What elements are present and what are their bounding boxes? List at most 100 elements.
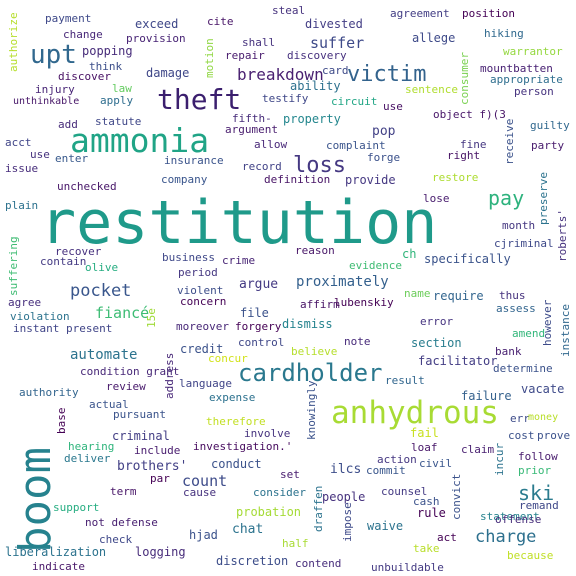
word-support: support (53, 501, 100, 514)
word-hearing: hearing (68, 440, 115, 453)
word-thus: thus (499, 289, 526, 302)
word-statement: statement (480, 510, 540, 523)
word-criminal: criminal (112, 429, 170, 443)
word-upt: upt (30, 40, 77, 70)
word-think: think (89, 60, 123, 73)
word-exceed: exceed (135, 17, 179, 31)
word-determine: determine (493, 362, 553, 375)
word-control: control (238, 336, 285, 349)
word-address: address (163, 352, 176, 399)
word-agreement: agreement (390, 7, 450, 20)
word-section: section (411, 336, 462, 350)
word-proximately: proximately (296, 274, 389, 290)
word-cause: cause (183, 486, 217, 499)
word-term: term (110, 485, 137, 498)
word-pursuant: pursuant (113, 408, 166, 421)
word-anhydrous: anhydrous (331, 395, 499, 431)
word-cjriminal: cjriminal (494, 237, 554, 250)
word-record: record (242, 160, 282, 173)
word-loss: loss (293, 153, 346, 178)
word-cite: cite (207, 15, 234, 28)
word-provision: provision (126, 32, 186, 45)
word-testify: testify (262, 92, 309, 105)
word-steal: steal (272, 4, 306, 17)
word-expense: expense (209, 391, 256, 404)
word-damage: damage (146, 66, 190, 80)
word-allow: allow (254, 138, 288, 151)
word-lose: lose (423, 192, 450, 205)
word-amend: amend (512, 327, 546, 340)
word-consider: consider (253, 486, 306, 499)
word-theft: theft (157, 83, 242, 116)
word-concur: concur (208, 352, 248, 365)
word-bank: bank (495, 345, 522, 358)
word-authorize: authorize (7, 12, 20, 72)
word-instant-present: instant present (13, 322, 113, 335)
word-ski: ski (518, 481, 555, 505)
word-offense: offense (495, 513, 542, 526)
word-set: set (280, 468, 300, 481)
word-unbuildable: unbuildable (371, 561, 444, 574)
word-unthinkable: unthinkable (13, 96, 80, 107)
word-business: business (162, 251, 215, 264)
word-injury: injury (35, 83, 75, 96)
word-month: month (502, 219, 536, 232)
word-concern: concern (180, 295, 227, 308)
word-therefore: therefore (206, 415, 266, 428)
word-believe: believe (291, 345, 338, 358)
word-incur: incur (493, 442, 506, 476)
word-position: position (462, 7, 515, 20)
word-cost: cost (508, 429, 535, 442)
word-vacate: vacate (521, 382, 565, 396)
word-action: action (377, 453, 417, 466)
word-forge: forge (367, 151, 401, 164)
word-restitution: restitution (40, 188, 438, 258)
word-counsel: counsel (381, 485, 428, 498)
word-argue: argue (239, 277, 279, 292)
word-unchecked: unchecked (57, 180, 117, 193)
word-preserve: preserve (537, 172, 550, 225)
word-guilty: guilty (530, 119, 570, 132)
word-file: file (240, 306, 269, 320)
word-cardholder: cardholder (238, 359, 383, 387)
word-argument: argument (225, 123, 278, 136)
word-reason: reason (295, 244, 335, 257)
word-enter: enter (55, 152, 89, 165)
word-acct: acct (5, 136, 32, 149)
word-fifth: fifth- (232, 112, 272, 125)
word-require: require (433, 289, 484, 303)
word-definition: definition (264, 173, 331, 186)
word-brothers: brothers' (117, 459, 188, 474)
word-law: law (112, 82, 132, 95)
word-instance: instance (559, 304, 572, 357)
word-investigation: investigation.' (193, 440, 293, 453)
word-fiance: fiancé (95, 304, 150, 322)
word-involve: involve (244, 427, 291, 440)
word-loaf: loaf (411, 441, 438, 454)
word-allege: allege (412, 31, 456, 45)
word-credit: credit (180, 342, 224, 356)
word-forgery: forgery (235, 320, 282, 333)
word-half: half (282, 537, 309, 550)
word-however: however (541, 299, 554, 346)
word-logging: logging (135, 545, 186, 559)
word-name: name (404, 287, 431, 300)
word-violent: violent (177, 284, 224, 297)
word-because: because (507, 549, 554, 562)
word-use-a: use (383, 100, 403, 113)
word-prove: prove (537, 429, 571, 442)
word-error: error (420, 315, 454, 328)
word-chat: chat (232, 522, 264, 537)
word-actual: actual (89, 398, 129, 411)
word-deliver: deliver (64, 452, 111, 465)
word-lubenskiy: lubenskiy (334, 296, 394, 309)
word-knowingly: knowingly (305, 380, 318, 440)
word-hiking: hiking (484, 27, 524, 40)
word-sentence: sentence (405, 83, 458, 96)
word-prior: prior (518, 464, 552, 477)
word-issue: issue (5, 162, 39, 175)
word-contain: contain (40, 255, 87, 268)
word-card: card (322, 64, 349, 77)
word-provide: provide (345, 173, 396, 187)
word-not-defense: not defense (85, 516, 158, 529)
